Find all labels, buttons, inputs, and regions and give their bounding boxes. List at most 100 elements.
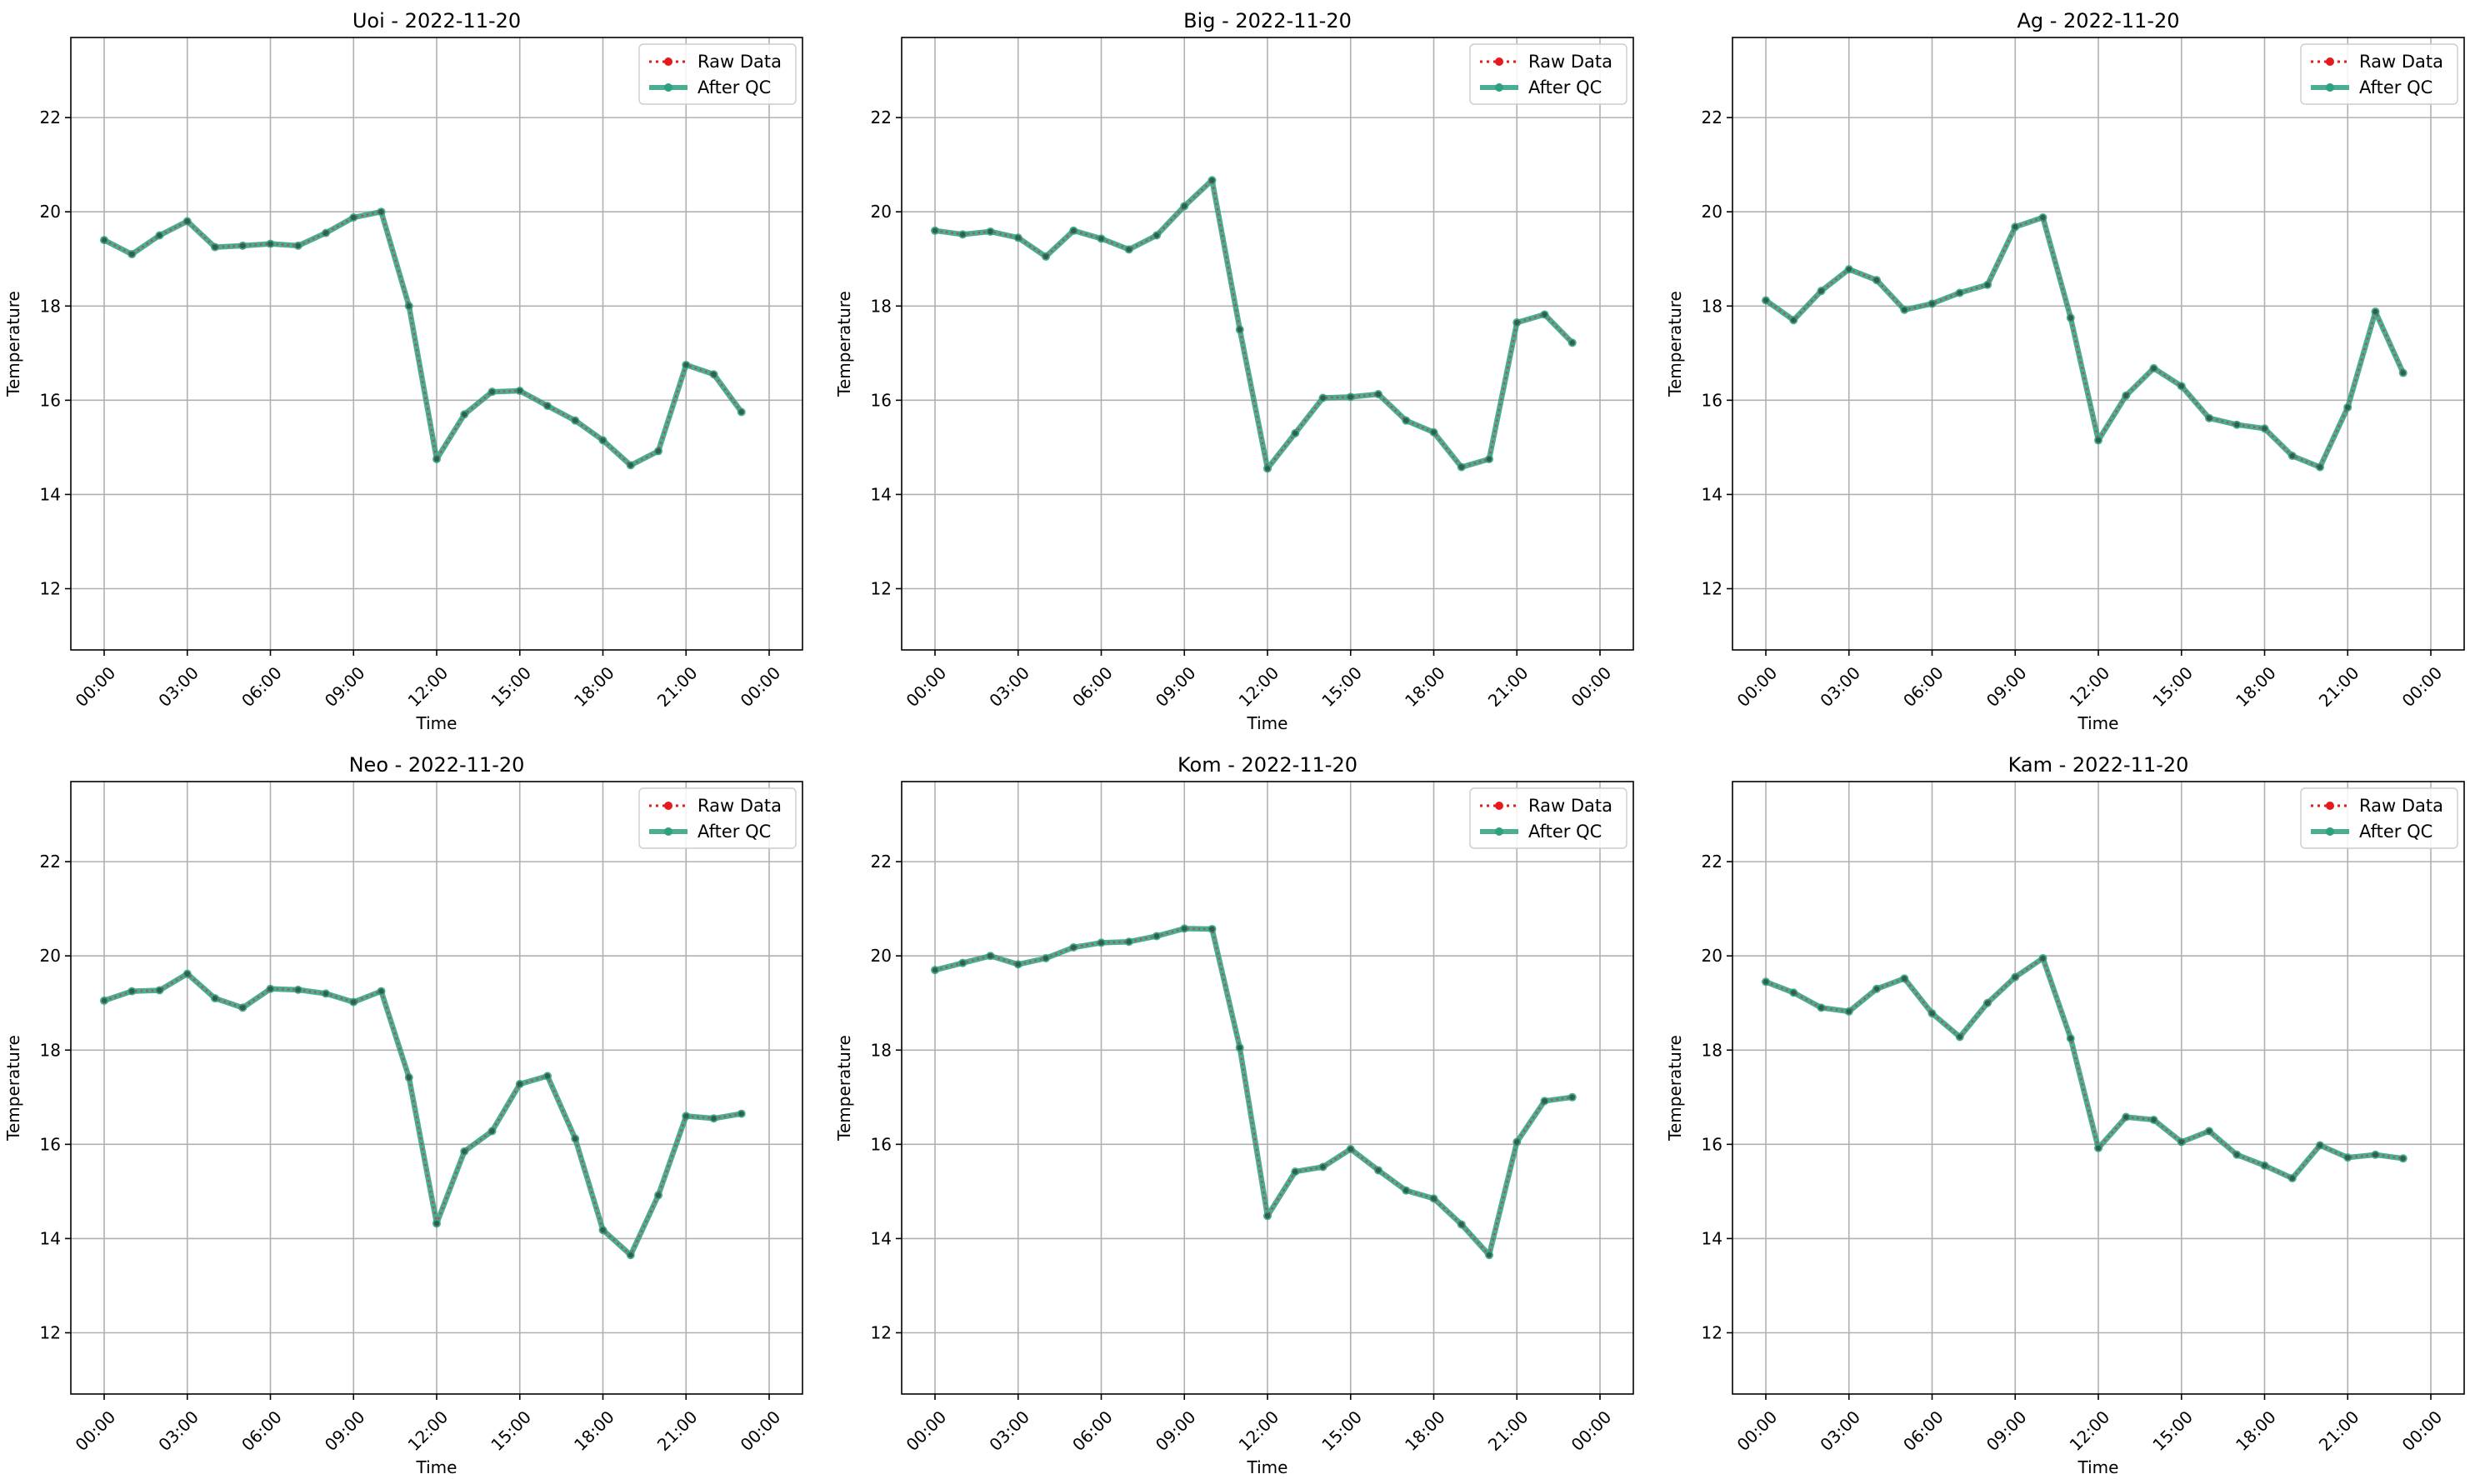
legend-label-raw-data: Raw Data bbox=[1528, 52, 1612, 72]
x-axis-label: Time bbox=[2078, 1457, 2119, 1477]
y-tick-label: 20 bbox=[871, 946, 892, 966]
y-tick-label: 22 bbox=[40, 852, 61, 872]
axes-frame bbox=[1732, 37, 2465, 651]
legend-marker-raw-data bbox=[664, 802, 672, 810]
data-point-raw-data bbox=[1126, 247, 1132, 252]
legend-marker-after-qc bbox=[1495, 827, 1503, 836]
data-point-raw-data bbox=[1569, 340, 1575, 346]
data-point-raw-data bbox=[544, 1073, 551, 1079]
y-axis-label: Temperature bbox=[3, 1035, 23, 1142]
chart-title: Big - 2022-11-20 bbox=[1183, 9, 1352, 32]
y-tick-label: 18 bbox=[871, 296, 892, 316]
axes-frame bbox=[1732, 781, 2465, 1395]
y-tick-label: 14 bbox=[1702, 1228, 1722, 1248]
data-point-raw-data bbox=[1486, 1252, 1492, 1258]
data-point-raw-data bbox=[2068, 1035, 2073, 1042]
y-axis-label: Temperature bbox=[3, 291, 23, 397]
data-point-raw-data bbox=[1818, 1005, 1824, 1011]
data-point-raw-data bbox=[268, 986, 273, 992]
grid bbox=[902, 782, 1633, 1394]
data-point-raw-data bbox=[600, 437, 606, 443]
chart-title: Ag - 2022-11-20 bbox=[2017, 9, 2179, 32]
legend: Raw Data After QC bbox=[2300, 43, 2458, 105]
subplot-4: 00:00 03:00 06:00 09:00 12:00 15:00 18:00 21:00… bbox=[834, 753, 1634, 1477]
x-tick-label: 09:00 bbox=[1982, 1407, 2031, 1455]
data-point-raw-data bbox=[932, 967, 938, 973]
x-tick-label: 09:00 bbox=[1152, 662, 1200, 711]
grid bbox=[71, 37, 802, 650]
y-axis-label: Temperature bbox=[1665, 291, 1685, 397]
subplot-0: 00:00 03:00 06:00 09:00 12:00 15:00 18:00 21:00… bbox=[3, 9, 803, 733]
x-tick-label: 00:00 bbox=[1568, 662, 1616, 711]
x-tick-label: 12:00 bbox=[1235, 662, 1283, 711]
data-point-raw-data bbox=[462, 412, 468, 417]
y-axis-label: Temperature bbox=[834, 291, 854, 397]
y-tick-label: 14 bbox=[1702, 484, 1722, 504]
y-tick-label: 20 bbox=[40, 946, 61, 966]
x-tick-label: 15:00 bbox=[487, 1407, 535, 1455]
x-tick-label: 06:00 bbox=[1899, 662, 1948, 711]
y-tick-label: 18 bbox=[1702, 296, 1722, 316]
data-point-raw-data bbox=[2068, 315, 2073, 321]
grid bbox=[902, 37, 1633, 650]
y-tick-label: 12 bbox=[1702, 579, 1722, 599]
data-point-raw-data bbox=[1762, 979, 1769, 985]
data-point-raw-data bbox=[295, 242, 301, 249]
y-tick-label: 20 bbox=[40, 202, 61, 222]
data-point-raw-data bbox=[129, 988, 135, 994]
x-tick-label: 09:00 bbox=[1982, 662, 2031, 711]
y-tick-label: 14 bbox=[40, 1228, 61, 1248]
data-point-raw-data bbox=[1042, 253, 1049, 260]
data-point-raw-data bbox=[2178, 1139, 2184, 1145]
y-axis-label: Temperature bbox=[1665, 1035, 1685, 1142]
legend: Raw Data After QC bbox=[1469, 43, 1628, 105]
chart-title: Kom - 2022-11-20 bbox=[1178, 753, 1358, 777]
x-tick-label: 18:00 bbox=[2232, 1407, 2280, 1455]
data-point-raw-data bbox=[406, 1074, 412, 1081]
data-point-raw-data bbox=[1957, 290, 1962, 296]
x-tick-label: 00:00 bbox=[737, 662, 785, 711]
x-axis-label: Time bbox=[1247, 1457, 1288, 1477]
data-point-raw-data bbox=[1153, 232, 1160, 238]
x-tick-label: 18:00 bbox=[570, 662, 618, 711]
x-axis-label: Time bbox=[416, 713, 458, 733]
y-tick-label: 12 bbox=[40, 579, 61, 599]
x-tick-label: 03:00 bbox=[1816, 1407, 1864, 1455]
legend-label-raw-data: Raw Data bbox=[698, 52, 782, 72]
x-tick-label: 00:00 bbox=[2398, 1407, 2447, 1455]
data-point-raw-data bbox=[1791, 317, 1797, 323]
axes-frame bbox=[901, 781, 1634, 1395]
legend-label-after-qc: After QC bbox=[2359, 822, 2432, 842]
y-tick-label: 18 bbox=[871, 1040, 892, 1060]
data-point-raw-data bbox=[988, 952, 993, 959]
data-point-raw-data bbox=[489, 1128, 495, 1134]
data-point-raw-data bbox=[1375, 1167, 1382, 1173]
y-tick-label: 12 bbox=[871, 579, 892, 599]
x-axis-label: Time bbox=[2078, 713, 2119, 733]
data-point-raw-data bbox=[2151, 1117, 2157, 1123]
x-tick-label: 06:00 bbox=[1068, 1407, 1117, 1455]
data-point-raw-data bbox=[406, 303, 412, 309]
x-axis-label: Time bbox=[416, 1457, 458, 1477]
y-tick-label: 16 bbox=[1702, 1134, 1722, 1154]
data-point-raw-data bbox=[1071, 227, 1077, 234]
data-point-raw-data bbox=[1762, 297, 1769, 303]
y-tick-label: 12 bbox=[1702, 1323, 1722, 1343]
y-tick-label: 22 bbox=[1702, 107, 1722, 127]
legend: Raw Data After QC bbox=[2300, 787, 2458, 849]
data-point-raw-data bbox=[1320, 1164, 1326, 1170]
x-tick-label: 00:00 bbox=[1568, 1407, 1616, 1455]
data-point-raw-data bbox=[2123, 1114, 2129, 1120]
x-tick-label: 15:00 bbox=[2148, 662, 2197, 711]
x-tick-label: 03:00 bbox=[1816, 662, 1864, 711]
series-line-raw-data bbox=[103, 210, 742, 467]
data-point-raw-data bbox=[738, 409, 744, 415]
data-point-raw-data bbox=[2317, 1142, 2323, 1148]
x-tick-label: 00:00 bbox=[1733, 1407, 1782, 1455]
data-point-raw-data bbox=[628, 462, 633, 468]
data-point-raw-data bbox=[322, 230, 329, 236]
data-point-raw-data bbox=[1237, 327, 1242, 332]
legend-label-after-qc: After QC bbox=[2359, 77, 2432, 97]
legend: Raw Data After QC bbox=[638, 787, 797, 849]
y-tick-label: 14 bbox=[871, 1228, 892, 1248]
